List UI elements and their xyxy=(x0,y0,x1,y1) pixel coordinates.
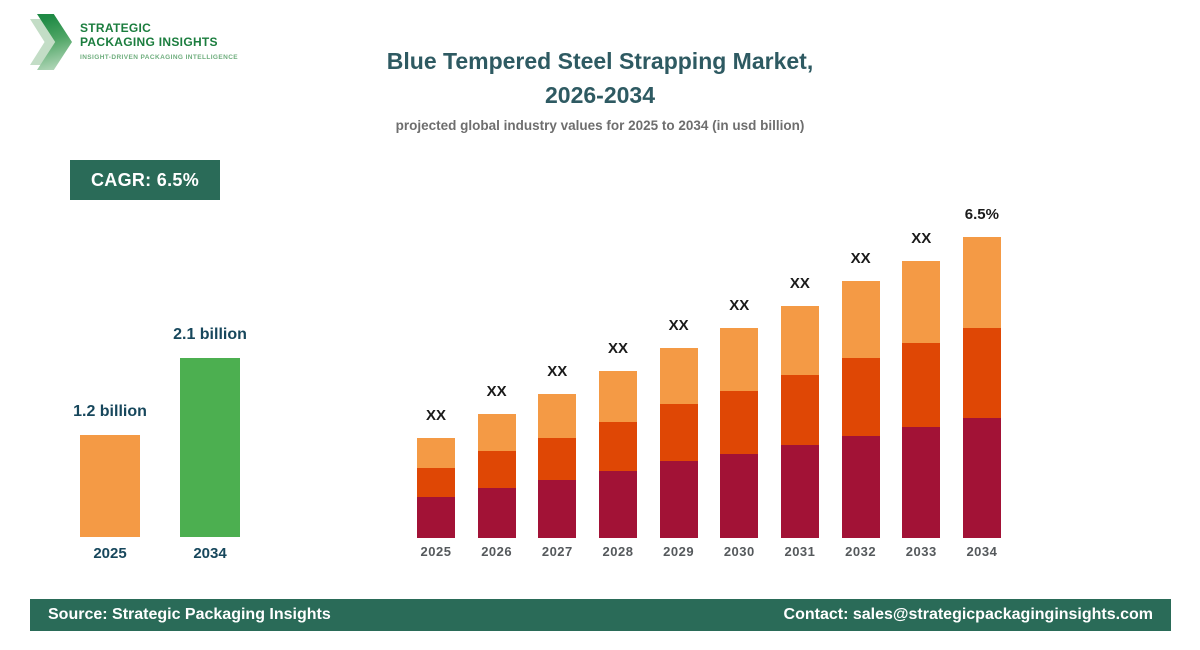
top-segment xyxy=(902,261,941,343)
growth-value-label: 2.1 billion xyxy=(173,326,247,343)
bottom-segment xyxy=(780,445,819,538)
projection-axis-label: 2029 xyxy=(663,544,695,559)
projection-value-label: XX xyxy=(850,250,871,267)
top-segment xyxy=(780,306,819,375)
projection-value-label: XX xyxy=(668,317,689,334)
projection-value-label: XX xyxy=(547,363,568,380)
projection-bar-group-2026: XX 2026 xyxy=(467,383,527,560)
middle-segment xyxy=(902,343,941,427)
projection-value-label: XX xyxy=(486,383,507,400)
growth-axis-label: 2034 xyxy=(193,545,227,562)
projection-value-label: XX xyxy=(607,340,628,357)
projection-bar-group-2032: XX 2032 xyxy=(831,250,891,560)
middle-segment xyxy=(598,422,637,471)
top-segment xyxy=(962,237,1001,328)
top-segment xyxy=(720,328,759,391)
middle-segment xyxy=(720,391,759,454)
projection-value-label: 6.5% xyxy=(964,206,999,223)
growth-bar-group-2025: 1.2 billion 2025 xyxy=(60,403,160,563)
top-segment xyxy=(538,394,577,438)
brand-tagline: INSIGHT-DRIVEN PACKAGING INTELLIGENCE xyxy=(80,54,239,61)
projection-bar-group-2027: XX 2027 xyxy=(527,363,587,560)
projection-bar-2029 xyxy=(659,348,698,538)
projection-bar-group-2029: XX 2029 xyxy=(649,317,709,560)
projection-bar-2033 xyxy=(902,261,941,538)
bottom-segment xyxy=(598,471,637,538)
projection-value-label: XX xyxy=(729,297,750,314)
projection-bar-group-2028: XX 2028 xyxy=(588,340,648,560)
projection-bar-group-2034: 6.5% 2034 xyxy=(952,206,1012,560)
bottom-segment xyxy=(417,497,455,538)
projection-axis-label: 2032 xyxy=(845,544,877,559)
brand-name-line2: PACKAGING INSIGHTS xyxy=(80,35,218,49)
page-title-line2: 2026-2034 xyxy=(545,82,655,108)
projection-bar-group-2030: XX 2030 xyxy=(709,297,769,560)
projection-bar-2034 xyxy=(962,237,1001,538)
header: Blue Tempered Steel Strapping Market, 20… xyxy=(240,44,960,133)
projection-axis-label: 2034 xyxy=(966,544,998,559)
growth-bar-2034 xyxy=(180,358,240,537)
cagr-badge: CAGR: 6.5% xyxy=(70,160,220,200)
middle-segment xyxy=(841,358,880,436)
projection-axis-label: 2026 xyxy=(481,544,513,559)
growth-value-label: 1.2 billion xyxy=(73,403,147,420)
bottom-segment xyxy=(902,427,941,538)
projection-by-year-chart: XX 2025 XX 2026 XX 2027 XX 2028 XX 2029 XX 2030 XX 20… xyxy=(406,198,1012,560)
projection-bar-2027 xyxy=(538,394,577,538)
projection-axis-label: 2027 xyxy=(541,544,573,559)
bottom-segment xyxy=(962,418,1001,538)
projection-bar-2026 xyxy=(477,414,516,538)
top-segment xyxy=(659,348,698,404)
projection-bar-group-2033: XX 2033 xyxy=(891,230,951,560)
projection-axis-label: 2033 xyxy=(905,544,937,559)
top-segment xyxy=(477,414,516,451)
bottom-segment xyxy=(477,488,516,538)
projection-bar-2032 xyxy=(841,281,880,538)
projection-bar-2025 xyxy=(417,438,455,538)
projection-axis-label: 2031 xyxy=(784,544,816,559)
projection-axis-label: 2025 xyxy=(420,544,452,559)
bottom-segment xyxy=(538,480,577,538)
projection-bar-2028 xyxy=(598,371,637,538)
page-title: Blue Tempered Steel Strapping Market, 20… xyxy=(240,44,960,112)
projection-bar-group-2025: XX 2025 xyxy=(406,407,466,560)
projection-axis-label: 2030 xyxy=(723,544,755,559)
brand-text: STRATEGIC PACKAGING INSIGHTS INSIGHT-DRI… xyxy=(80,14,238,61)
middle-segment xyxy=(780,375,819,445)
projection-bar-2030 xyxy=(720,328,759,538)
top-segment xyxy=(598,371,637,422)
top-segment xyxy=(841,281,880,358)
middle-segment xyxy=(477,451,516,488)
brand-chevron-icon xyxy=(30,14,74,70)
page-title-line1: Blue Tempered Steel Strapping Market, xyxy=(386,48,814,74)
projection-value-label: XX xyxy=(911,230,932,247)
middle-segment xyxy=(538,438,577,480)
bottom-segment xyxy=(720,454,759,538)
growth-summary-chart: 1.2 billion 2025 2.1 billion 2034 xyxy=(60,325,260,563)
top-segment xyxy=(417,438,455,468)
middle-segment xyxy=(417,468,455,497)
footer-bar: Source: Strategic Packaging Insights Con… xyxy=(30,599,1171,631)
bottom-segment xyxy=(659,461,698,538)
projection-bar-group-2031: XX 2031 xyxy=(770,275,830,560)
footer-source: Source: Strategic Packaging Insights xyxy=(48,606,331,623)
projection-value-label: XX xyxy=(425,407,446,424)
growth-bar-group-2034: 2.1 billion 2034 xyxy=(160,326,260,563)
growth-bar-2025 xyxy=(80,435,140,537)
middle-segment xyxy=(962,328,1001,418)
middle-segment xyxy=(659,404,698,461)
projection-axis-label: 2028 xyxy=(602,544,634,559)
growth-axis-label: 2025 xyxy=(93,545,127,562)
projection-bar-2031 xyxy=(780,306,819,538)
brand-name-line1: STRATEGIC xyxy=(80,21,152,35)
footer-contact: Contact: sales@strategicpackaginginsight… xyxy=(783,606,1153,623)
chart-subtitle: projected global industry values for 202… xyxy=(395,118,805,133)
projection-value-label: XX xyxy=(789,275,810,292)
bottom-segment xyxy=(841,436,880,538)
brand-logo: STRATEGIC PACKAGING INSIGHTS INSIGHT-DRI… xyxy=(30,14,238,70)
